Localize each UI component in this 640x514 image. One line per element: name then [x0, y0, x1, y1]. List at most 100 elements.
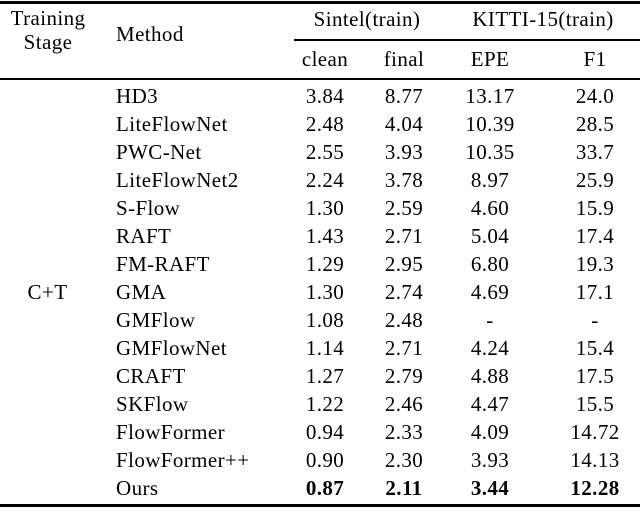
top-rule: [0, 1, 640, 4]
final-value: 2.48: [384, 308, 424, 332]
method-cell: GMA: [116, 280, 167, 304]
group-header-sintel: Sintel(train): [313, 7, 421, 31]
epe-value: -: [486, 308, 494, 332]
stage-cell: [0, 166, 95, 194]
final-value: 2.71: [384, 224, 424, 248]
f1-value: 15.5: [575, 392, 615, 416]
method-cell: FlowFormer++: [116, 448, 250, 472]
table-row: FlowFormer 0.94 2.33 4.09 14.72: [0, 418, 640, 446]
group-header-underline: [294, 39, 640, 41]
table-row-ours: Ours 0.87 2.11 3.44 12.28: [0, 474, 640, 502]
table-body: HD3 3.84 8.77 13.17 24.0 LiteFlowNet 2.4…: [0, 82, 640, 502]
stage-cell: [0, 110, 95, 138]
final-value: 2.79: [384, 364, 424, 388]
column-header-f1: F1: [583, 47, 607, 71]
f1-value: 19.3: [575, 252, 615, 276]
clean-value: 3.84: [305, 84, 345, 108]
final-value: 4.04: [384, 112, 424, 136]
stage-cell: [0, 194, 95, 222]
stage-cell: [0, 418, 95, 446]
clean-value: 1.30: [305, 280, 345, 304]
f1-value: -: [591, 308, 599, 332]
method-cell: PWC-Net: [116, 140, 202, 164]
group-header-kitti: KITTI-15(train): [472, 7, 614, 31]
column-header-epe: EPE: [470, 47, 510, 71]
f1-value: 15.9: [575, 196, 615, 220]
epe-value: 3.44: [470, 476, 510, 500]
method-cell: SKFlow: [116, 392, 189, 416]
final-value: 8.77: [384, 84, 424, 108]
f1-value: 24.0: [575, 84, 615, 108]
training-stage-header-line2: Stage: [23, 30, 73, 54]
final-value: 2.95: [384, 252, 424, 276]
method-cell: LiteFlowNet: [116, 112, 228, 136]
f1-value: 14.72: [570, 420, 620, 444]
final-value: 2.46: [384, 392, 424, 416]
table-row: LiteFlowNet 2.48 4.04 10.39 28.5: [0, 110, 640, 138]
final-value: 2.59: [384, 196, 424, 220]
stage-cell: [0, 362, 95, 390]
stage-cell: [0, 474, 95, 502]
clean-value: 1.22: [305, 392, 345, 416]
stage-cell: [0, 222, 95, 250]
method-cell: S-Flow: [116, 196, 181, 220]
table-row: RAFT 1.43 2.71 5.04 17.4: [0, 222, 640, 250]
stage-cell: [0, 334, 95, 362]
table-row: C+T GMA 1.30 2.74 4.69 17.1: [0, 278, 640, 306]
epe-value: 3.93: [470, 448, 510, 472]
clean-value: 1.29: [305, 252, 345, 276]
f1-value: 25.9: [575, 168, 615, 192]
final-value: 2.30: [384, 448, 424, 472]
epe-value: 4.09: [470, 420, 510, 444]
table-row: HD3 3.84 8.77 13.17 24.0: [0, 82, 640, 110]
table-row: GMFlowNet 1.14 2.71 4.24 15.4: [0, 334, 640, 362]
clean-value: 1.30: [305, 196, 345, 220]
stage-cell: [0, 138, 95, 166]
method-cell: LiteFlowNet2: [116, 168, 239, 192]
clean-value: 1.27: [305, 364, 345, 388]
f1-value: 33.7: [575, 140, 615, 164]
f1-value: 15.4: [575, 336, 615, 360]
f1-value: 17.1: [575, 280, 615, 304]
column-header-training-stage: Training Stage: [0, 6, 96, 54]
clean-value: 1.14: [305, 336, 345, 360]
f1-value: 17.4: [575, 224, 615, 248]
table-row: S-Flow 1.30 2.59 4.60 15.9: [0, 194, 640, 222]
epe-value: 8.97: [470, 168, 510, 192]
table-row: PWC-Net 2.55 3.93 10.35 33.7: [0, 138, 640, 166]
clean-value: 0.90: [305, 448, 345, 472]
stage-cell: [0, 250, 95, 278]
table-row: LiteFlowNet2 2.24 3.78 8.97 25.9: [0, 166, 640, 194]
clean-value: 2.55: [305, 140, 345, 164]
clean-value: 0.87: [305, 476, 345, 500]
final-value: 2.71: [384, 336, 424, 360]
epe-value: 4.24: [470, 336, 510, 360]
method-cell: HD3: [116, 84, 159, 108]
clean-value: 1.43: [305, 224, 345, 248]
method-cell: Ours: [116, 476, 159, 500]
clean-value: 2.24: [305, 168, 345, 192]
stage-cell: [0, 390, 95, 418]
clean-value: 0.94: [305, 420, 345, 444]
training-stage-label: C+T: [27, 280, 68, 304]
clean-value: 2.48: [305, 112, 345, 136]
epe-value: 10.35: [465, 140, 515, 164]
table-row: FlowFormer++ 0.90 2.30 3.93 14.13: [0, 446, 640, 474]
training-stage-header-line1: Training: [10, 6, 86, 30]
epe-value: 5.04: [470, 224, 510, 248]
f1-value: 28.5: [575, 112, 615, 136]
f1-value: 17.5: [575, 364, 615, 388]
bottom-rule: [0, 504, 640, 507]
table-row: CRAFT 1.27 2.79 4.88 17.5: [0, 362, 640, 390]
final-value: 2.74: [384, 280, 424, 304]
table-row: SKFlow 1.22 2.46 4.47 15.5: [0, 390, 640, 418]
method-cell: FlowFormer: [116, 420, 225, 444]
table-row: GMFlow 1.08 2.48 - -: [0, 306, 640, 334]
clean-value: 1.08: [305, 308, 345, 332]
method-cell: GMFlow: [116, 308, 196, 332]
method-cell: RAFT: [116, 224, 172, 248]
column-header-final: final: [383, 47, 425, 71]
final-value: 3.93: [384, 140, 424, 164]
epe-value: 4.88: [470, 364, 510, 388]
